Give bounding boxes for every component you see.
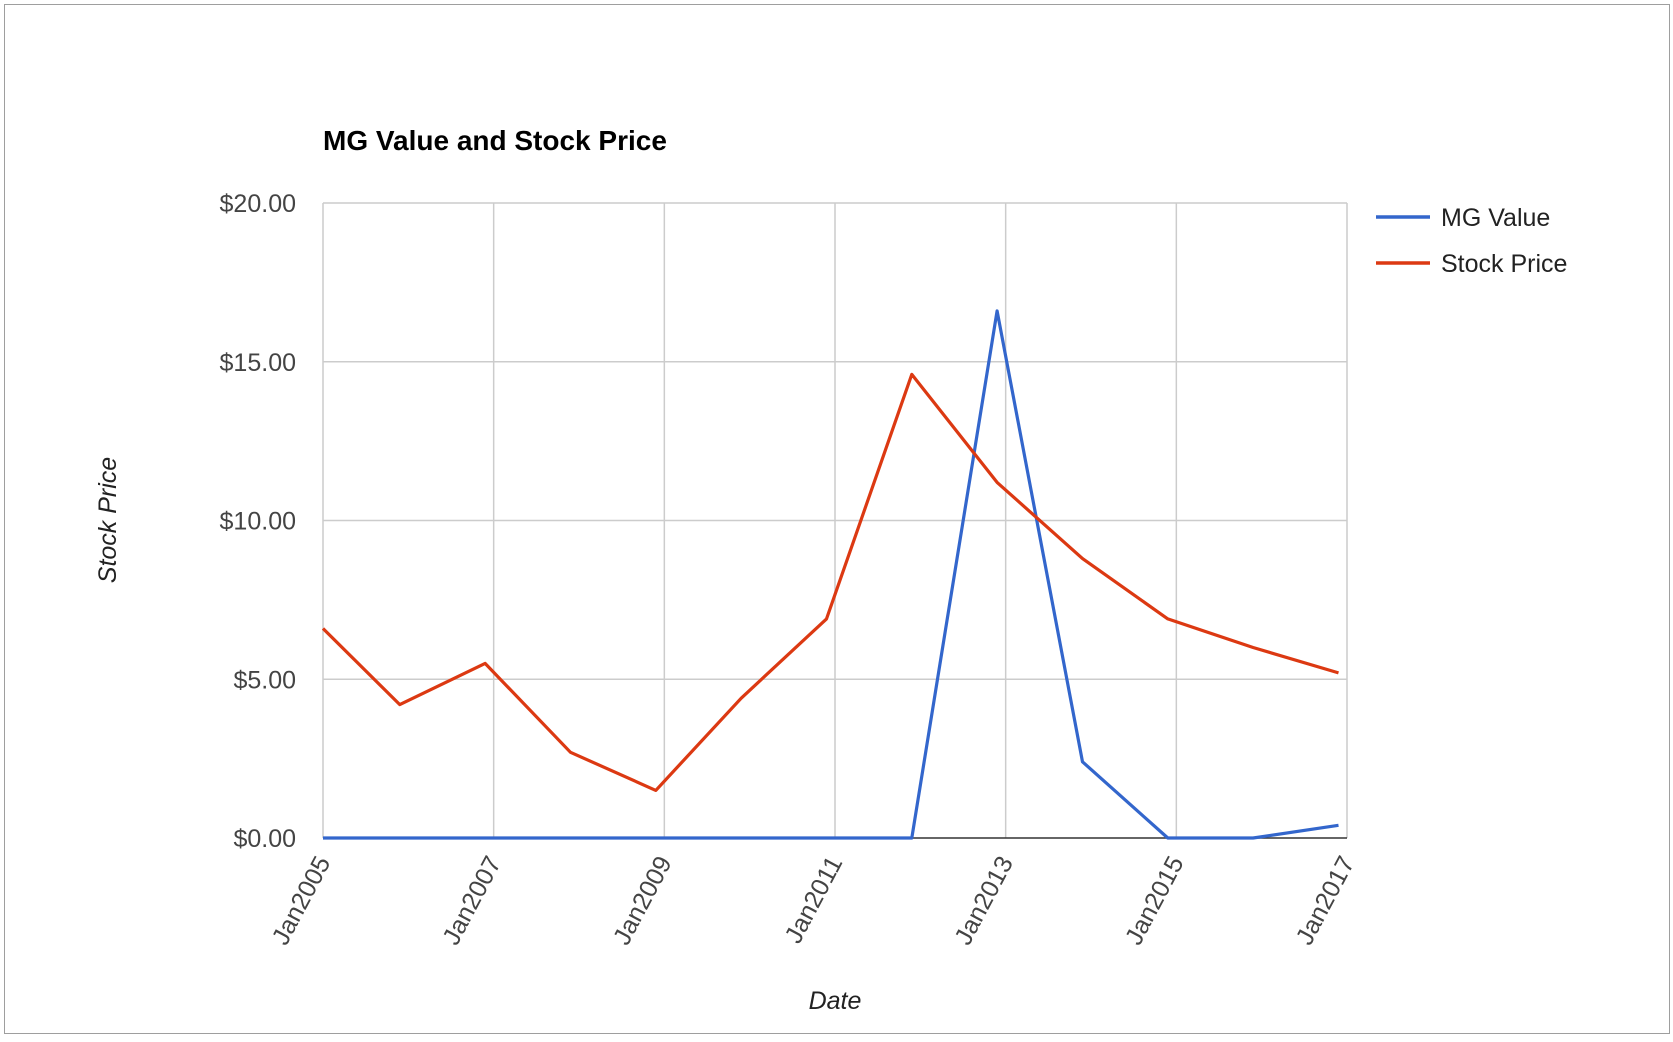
x-axis-tick-labels: Jan2005 Jan2007 Jan2009 Jan2011 Jan2013 Jan20…: [267, 852, 1361, 950]
x-tick-label: Jan2009: [608, 852, 678, 950]
chart-container[interactable]: [4, 4, 1670, 1034]
gridlines: [322, 202, 1348, 838]
y-tick-label: $20.00: [220, 190, 296, 218]
series-lines: [321, 309, 1339, 840]
chart-title: MG Value and Stock Price: [323, 125, 667, 156]
x-axis-title: Date: [809, 987, 862, 1015]
x-tick-label: Jan2015: [1120, 852, 1190, 950]
series-line-stock-price: [321, 372, 1339, 792]
x-tick-label: Jan2007: [437, 852, 507, 950]
legend-label: Stock Price: [1441, 250, 1567, 278]
x-tick-label: Jan2011: [779, 852, 848, 948]
y-axis-title: Stock Price: [94, 457, 122, 583]
y-tick-label: $5.00: [233, 666, 296, 694]
y-tick-label: $0.00: [233, 825, 296, 853]
x-tick-label: Jan2005: [267, 852, 337, 950]
series-line-mg-value: [323, 309, 1339, 840]
y-tick-label: $15.00: [220, 349, 296, 377]
y-axis-tick-labels: $0.00 $5.00 $10.00 $15.00 $20.00: [220, 190, 296, 853]
legend-label: MG Value: [1441, 204, 1550, 232]
y-tick-label: $10.00: [220, 508, 296, 536]
x-tick-label: Jan2017: [1291, 852, 1361, 950]
legend: MG Value Stock Price: [1376, 204, 1567, 278]
x-tick-label: Jan2013: [949, 852, 1019, 950]
